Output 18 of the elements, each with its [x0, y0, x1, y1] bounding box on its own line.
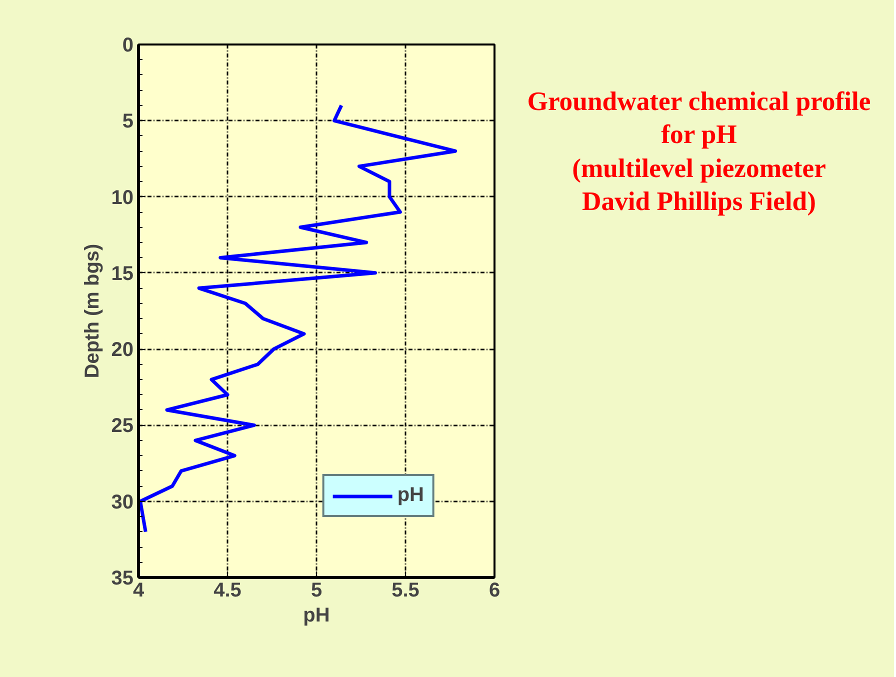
y-tick-label: 20	[111, 339, 134, 362]
x-tick-label: 5.5	[392, 580, 420, 602]
y-tick-label: 35	[111, 568, 134, 590]
y-tick-label: 15	[111, 262, 134, 285]
y-tick-label: 10	[111, 186, 134, 209]
x-tick-label: 4.5	[214, 580, 242, 602]
legend-label: pH	[397, 484, 424, 507]
x-tick-label: 4	[132, 580, 145, 602]
y-axis-title: Depth (m bgs)	[81, 244, 104, 378]
y-tick-label: 30	[111, 491, 134, 514]
y-tick-label: 25	[111, 415, 134, 438]
y-tick-label: 0	[122, 34, 134, 56]
line-series	[138, 104, 458, 534]
x-tick-label: 5	[310, 580, 322, 602]
text: Groundwater chemical profile for pH (multilevel piezometer David Phillips Field)	[526, 85, 872, 218]
x-axis-title: pH	[303, 604, 330, 626]
y-tick-label: 5	[122, 110, 134, 133]
x-tick-label: 6	[488, 580, 500, 602]
